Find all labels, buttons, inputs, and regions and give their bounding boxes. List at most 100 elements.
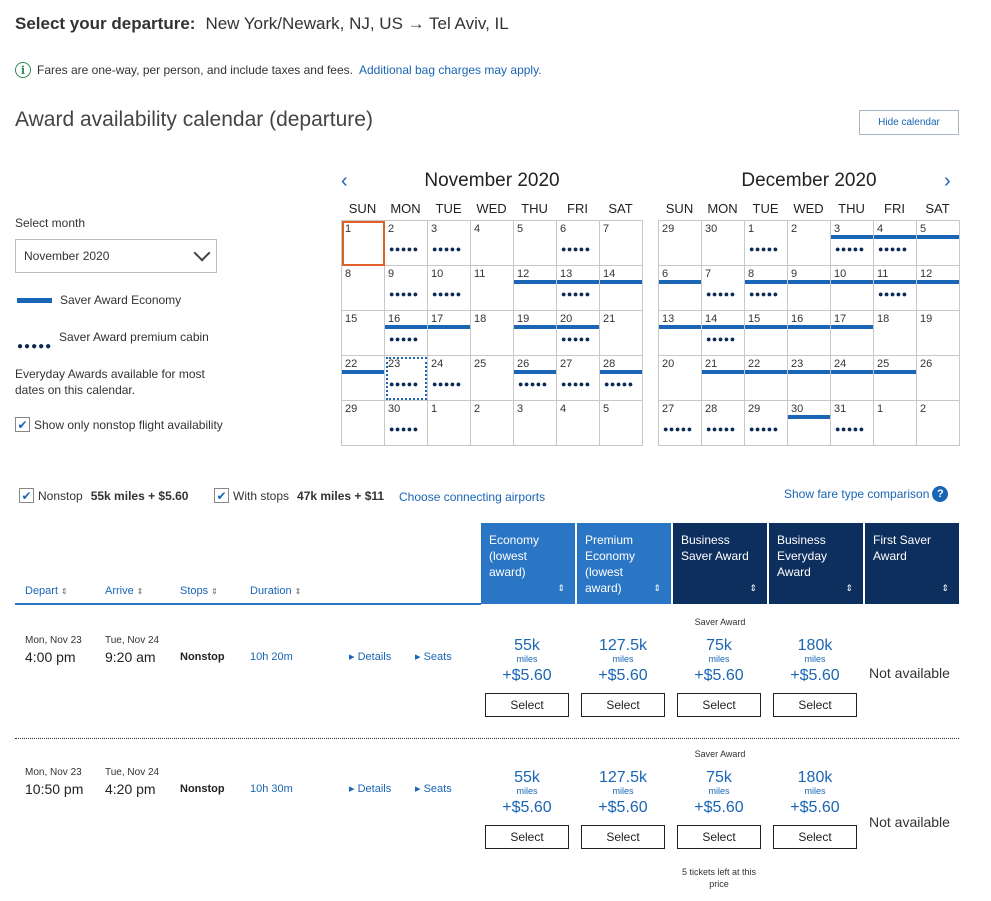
fare-col-first-saver[interactable]: First Saver Award ⇕ [865,523,959,604]
calendar-day[interactable]: 24 ●●●●● [428,356,471,401]
fare-col-business-saver[interactable]: Business Saver Award ⇕ [673,523,767,604]
calendar-day[interactable]: 4 [471,221,514,266]
fare-col-premium[interactable]: Premium Economy (lowest award) ⇕ [577,523,671,604]
details-link[interactable]: ▸ Details [349,650,391,663]
calendar-day[interactable]: 26 [917,356,960,401]
calendar-day[interactable]: 14 [600,266,643,311]
checkbox-checked-icon[interactable]: ✔ [214,488,229,503]
seats-link[interactable]: ▸ Seats [415,782,452,795]
fare-comparison-link[interactable]: Show fare type comparison [784,487,930,501]
seats-link[interactable]: ▸ Seats [415,650,452,663]
calendar-day[interactable]: 30 ●●●●● [385,401,428,446]
calendar-day[interactable]: 1 [874,401,917,446]
calendar-day[interactable]: 22 [745,356,788,401]
next-month-arrow[interactable]: › [944,170,951,193]
calendar-day[interactable]: 18 [471,311,514,356]
nonstop-filter[interactable]: ✔ Nonstop 55k miles + $5.60 [19,488,188,503]
select-button[interactable]: Select [773,825,857,849]
prev-month-arrow[interactable]: ‹ [341,170,348,193]
nonstop-only-toggle[interactable]: ✔ Show only nonstop flight availability [15,417,223,432]
select-button[interactable]: Select [677,825,761,849]
fare-col-economy[interactable]: Economy (lowest award) ⇕ [481,523,575,604]
calendar-day[interactable]: 19 [917,311,960,356]
calendar-day[interactable]: 17 [831,311,874,356]
calendar-day[interactable]: 9 ●●●●● [385,266,428,311]
sort-depart[interactable]: Depart ⇕ [25,585,68,597]
calendar-day[interactable]: 23 [788,356,831,401]
calendar-day[interactable]: 19 [514,311,557,356]
calendar-day[interactable]: 29 [659,221,702,266]
month-select[interactable]: November 2020 [15,239,217,273]
calendar-day[interactable]: 13 [659,311,702,356]
calendar-day[interactable]: 16 ●●●●● [385,311,428,356]
calendar-day[interactable]: 11 [471,266,514,311]
select-button[interactable]: Select [773,693,857,717]
calendar-day[interactable]: 20 [659,356,702,401]
chevron-right-icon[interactable]: › [944,170,951,192]
calendar-day[interactable]: 12 [917,266,960,311]
calendar-day[interactable]: 9 [788,266,831,311]
calendar-day[interactable]: 13 ●●●●● [557,266,600,311]
calendar-day[interactable]: 5 [600,401,643,446]
calendar-day[interactable]: 4 [557,401,600,446]
sort-arrive[interactable]: Arrive ⇕ [105,585,143,597]
calendar-day[interactable]: 10 ●●●●● [428,266,471,311]
calendar-day[interactable]: 30 [702,221,745,266]
calendar-day[interactable]: 1 [428,401,471,446]
calendar-day[interactable]: 3 ●●●●● [831,221,874,266]
details-link[interactable]: ▸ Details [349,782,391,795]
calendar-day[interactable]: 2 [788,221,831,266]
calendar-day[interactable]: 2 [917,401,960,446]
calendar-day[interactable]: 18 [874,311,917,356]
calendar-day[interactable]: 17 [428,311,471,356]
calendar-day[interactable]: 1 [342,221,385,266]
calendar-day[interactable]: 12 [514,266,557,311]
calendar-day[interactable]: 2 [471,401,514,446]
calendar-day[interactable]: 28 ●●●●● [600,356,643,401]
calendar-day[interactable]: 10 [831,266,874,311]
chevron-left-icon[interactable]: ‹ [341,170,348,192]
calendar-day[interactable]: 31 ●●●●● [831,401,874,446]
select-button[interactable]: Select [677,693,761,717]
calendar-day[interactable]: 28 ●●●●● [702,401,745,446]
calendar-day[interactable]: 1 ●●●●● [745,221,788,266]
select-button[interactable]: Select [485,825,569,849]
calendar-day[interactable]: 8 [342,266,385,311]
sort-stops[interactable]: Stops ⇕ [180,585,218,597]
help-icon[interactable]: ? [932,486,949,502]
fare-col-business-everyday[interactable]: Business Everyday Award ⇕ [769,523,863,604]
calendar-day[interactable]: 27 ●●●●● [557,356,600,401]
calendar-day[interactable]: 22 [342,356,385,401]
calendar-day[interactable]: 15 [745,311,788,356]
calendar-day[interactable]: 25 [471,356,514,401]
calendar-day[interactable]: 26 ●●●●● [514,356,557,401]
calendar-day[interactable]: 4 ●●●●● [874,221,917,266]
calendar-day[interactable]: 15 [342,311,385,356]
checkbox-checked-icon[interactable]: ✔ [15,417,30,432]
stops-filter[interactable]: ✔ With stops 47k miles + $11 [214,488,384,503]
calendar-day[interactable]: 24 [831,356,874,401]
calendar-day[interactable]: 5 [917,221,960,266]
calendar-day[interactable]: 20 ●●●●● [557,311,600,356]
sort-duration[interactable]: Duration ⇕ [250,585,301,597]
calendar-day[interactable]: 27 ●●●●● [659,401,702,446]
bag-charges-link[interactable]: Additional bag charges may apply. [358,63,542,77]
calendar-day[interactable]: 29 [342,401,385,446]
hide-calendar-button[interactable]: Hide calendar [859,110,959,135]
select-button[interactable]: Select [581,693,665,717]
calendar-day[interactable]: 6 ●●●●● [557,221,600,266]
calendar-day[interactable]: 8 ●●●●● [745,266,788,311]
calendar-day[interactable]: 11 ●●●●● [874,266,917,311]
checkbox-checked-icon[interactable]: ✔ [19,488,34,503]
calendar-day[interactable]: 23 ●●●●● [385,356,428,401]
calendar-day[interactable]: 16 [788,311,831,356]
connecting-airports-link[interactable]: Choose connecting airports [399,490,546,504]
calendar-day[interactable]: 3 ●●●●● [428,221,471,266]
select-button[interactable]: Select [485,693,569,717]
calendar-day[interactable]: 14 ●●●●● [702,311,745,356]
calendar-day[interactable]: 21 [702,356,745,401]
calendar-day[interactable]: 30 [788,401,831,446]
calendar-day[interactable]: 6 [659,266,702,311]
calendar-day[interactable]: 7 [600,221,643,266]
calendar-day[interactable]: 29 ●●●●● [745,401,788,446]
